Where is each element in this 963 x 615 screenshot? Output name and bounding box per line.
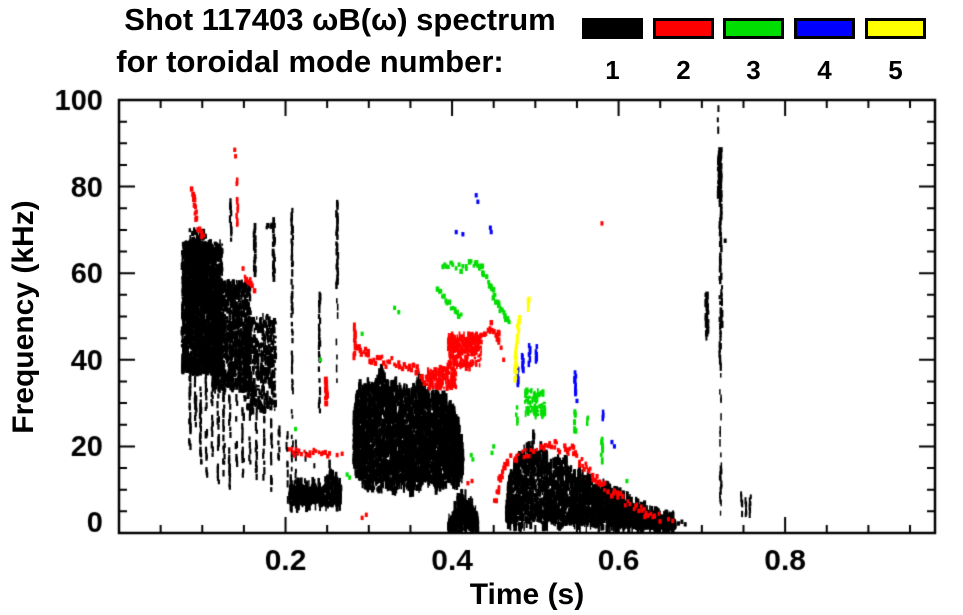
legend-swatch-mode-4 — [794, 18, 855, 39]
legend-item-mode-1: 1 — [582, 18, 643, 86]
legend-swatch-mode-3 — [723, 18, 784, 39]
legend-label-mode-4: 4 — [817, 55, 832, 85]
legend-item-mode-5: 5 — [865, 18, 926, 86]
legend-label-mode-2: 2 — [676, 55, 691, 85]
legend-item-mode-4: 4 — [794, 18, 855, 86]
legend-label-mode-3: 3 — [746, 55, 761, 85]
legend: 1 2 3 4 5 — [0, 0, 963, 90]
legend-item-mode-3: 3 — [723, 18, 784, 86]
legend-swatch-mode-2 — [653, 18, 714, 39]
y-axis-label: Frequency (kHz) — [7, 200, 40, 434]
page-title-line2: for toroidal mode number: — [116, 44, 504, 79]
legend-swatch-mode-1 — [582, 18, 643, 39]
legend-swatch-mode-5 — [865, 18, 926, 39]
legend-label-mode-1: 1 — [605, 55, 620, 85]
legend-label-mode-5: 5 — [888, 55, 903, 85]
legend-item-mode-2: 2 — [653, 18, 714, 86]
x-axis-label: Time (s) — [469, 578, 585, 611]
page-title-line1: Shot 117403 ωB(ω) spectrum — [124, 2, 556, 37]
